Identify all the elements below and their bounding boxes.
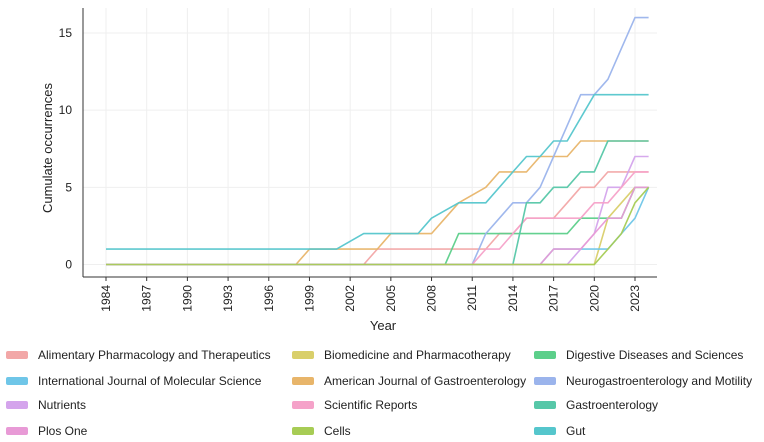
legend-label: Digestive Diseases and Sciences bbox=[566, 348, 744, 362]
x-tick-label: 1996 bbox=[262, 285, 276, 312]
legend-item: American Journal of Gastroenterology bbox=[292, 370, 526, 392]
x-tick-label: 1993 bbox=[221, 285, 235, 312]
series-line-10 bbox=[106, 186, 649, 266]
legend-item: Digestive Diseases and Sciences bbox=[534, 344, 743, 366]
x-tick-label: 2005 bbox=[384, 285, 398, 312]
legend-swatch bbox=[6, 427, 28, 435]
legend-item: Plos One bbox=[6, 420, 87, 442]
x-tick-label: 2023 bbox=[628, 285, 642, 312]
series-line-9 bbox=[106, 140, 649, 266]
x-tick-label: 1987 bbox=[140, 285, 154, 312]
x-axis-label: Year bbox=[370, 318, 397, 333]
series-line-6 bbox=[106, 16, 649, 266]
legend-label: Scientific Reports bbox=[324, 398, 418, 412]
legend-label: Nutrients bbox=[38, 398, 87, 412]
legend-label: Gastroenterology bbox=[566, 398, 659, 412]
legend-label: Alimentary Pharmacology and Therapeutics bbox=[38, 348, 271, 362]
x-tick-label: 2002 bbox=[343, 285, 357, 312]
y-tick-label: 0 bbox=[65, 258, 72, 272]
x-tick-label: 1999 bbox=[302, 285, 316, 312]
legend-swatch bbox=[6, 401, 28, 409]
x-tick-labels: 1984 1987 1990 1993 1996 1999 2002 2005 2008 2011… bbox=[99, 277, 642, 312]
legend-item: International Journal of Molecular Scien… bbox=[6, 370, 261, 392]
legend-swatch bbox=[6, 351, 28, 359]
x-tick-label: 2008 bbox=[425, 285, 439, 312]
series-lines bbox=[106, 16, 650, 266]
legend-item: Nutrients bbox=[6, 394, 86, 416]
legend-swatch bbox=[534, 427, 556, 435]
legend-item: Gastroenterology bbox=[534, 394, 658, 416]
series-line-8 bbox=[106, 171, 649, 266]
legend-swatch bbox=[6, 377, 28, 385]
x-tick-label: 1990 bbox=[180, 285, 194, 312]
legend-label: International Journal of Molecular Scien… bbox=[38, 374, 262, 388]
legend-swatch bbox=[292, 351, 314, 359]
legend-swatch bbox=[292, 377, 314, 385]
series-line-12 bbox=[106, 93, 649, 250]
legend-item: Cells bbox=[292, 420, 351, 442]
legend-label: Plos One bbox=[38, 424, 88, 438]
x-tick-label: 2014 bbox=[506, 285, 520, 312]
legend-item: Scientific Reports bbox=[292, 394, 417, 416]
y-axis-label: Cumulate occurrences bbox=[40, 82, 55, 213]
y-tick-label: 5 bbox=[65, 180, 72, 194]
legend-swatch bbox=[534, 351, 556, 359]
grid-lines bbox=[83, 8, 657, 277]
legend-swatch bbox=[534, 401, 556, 409]
legend-label: Biomedicine and Pharmacotherapy bbox=[324, 348, 511, 362]
legend-label: American Journal of Gastroenterology bbox=[324, 374, 527, 388]
legend-item: Alimentary Pharmacology and Therapeutics bbox=[6, 344, 271, 366]
y-tick-label: 10 bbox=[59, 103, 73, 117]
x-tick-label: 2011 bbox=[465, 285, 479, 311]
legend-label: Cells bbox=[324, 424, 351, 438]
legend-swatch bbox=[534, 377, 556, 385]
cumulative-occurrences-chart: 0 5 10 15 1984 1987 1990 1993 1996 1999 2002 2005 2… bbox=[40, 8, 657, 333]
chart-legend: Alimentary Pharmacology and Therapeutics… bbox=[0, 338, 764, 442]
x-tick-label: 2017 bbox=[547, 285, 561, 312]
x-tick-label: 2020 bbox=[587, 285, 601, 312]
legend-item: Neurogastroenterology and Motility bbox=[534, 370, 752, 392]
series-line-7 bbox=[106, 155, 649, 266]
axes bbox=[82, 8, 657, 278]
legend-swatch bbox=[292, 427, 314, 435]
legend-item: Biomedicine and Pharmacotherapy bbox=[292, 344, 511, 366]
legend-label: Neurogastroenterology and Motility bbox=[566, 374, 753, 388]
legend-item: Gut bbox=[534, 420, 585, 442]
x-tick-label: 1984 bbox=[99, 285, 113, 312]
series-line-11 bbox=[106, 186, 650, 266]
legend-label: Gut bbox=[566, 424, 586, 438]
legend-swatch bbox=[292, 401, 314, 409]
y-tick-label: 15 bbox=[59, 26, 73, 40]
y-tick-labels: 0 5 10 15 bbox=[59, 26, 73, 272]
